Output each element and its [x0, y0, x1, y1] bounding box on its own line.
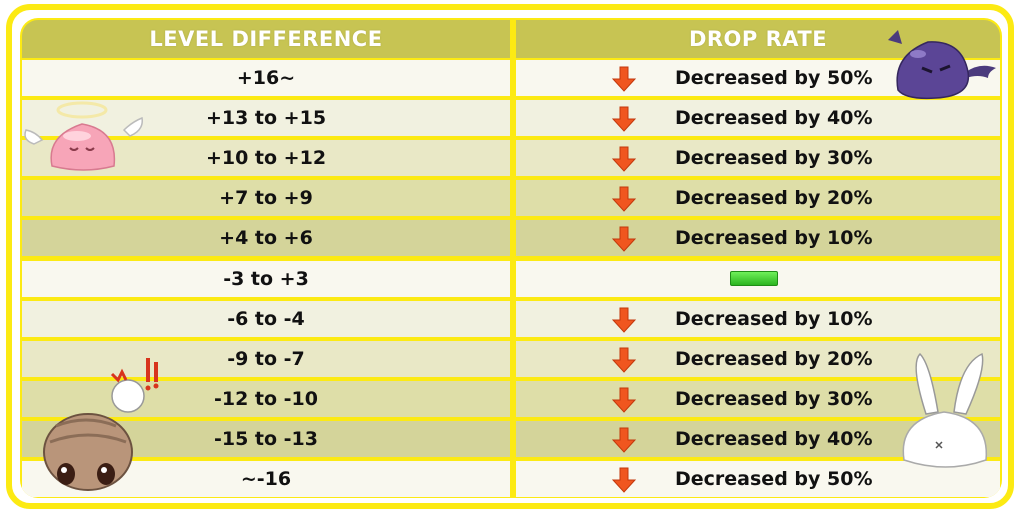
drop-rate-text: Decreased by 10% [675, 308, 873, 330]
down-arrow-icon [612, 347, 636, 373]
drop-rate-cell: Decreased by 20% [516, 180, 1000, 216]
down-arrow-icon [612, 146, 636, 172]
drop-rate-text: Decreased by 10% [675, 227, 873, 249]
drop-rate-cell: Decreased by 40% [516, 100, 1000, 136]
drop-rate-text: Decreased by 40% [675, 428, 873, 450]
level-difference-cell: +7 to +9 [22, 180, 510, 216]
angel-poring-icon [24, 101, 143, 171]
drop-rate-header: DROP RATE [516, 20, 1000, 58]
drop-rate-text: Decreased by 20% [675, 187, 873, 209]
drop-rate-cell: Decreased by 30% [516, 140, 1000, 176]
deviling-icon [888, 30, 996, 100]
peco-bug-icon [43, 413, 133, 491]
level-difference-cell: -3 to +3 [22, 261, 510, 297]
level-difference-cell: +16~ [22, 60, 510, 96]
down-arrow-icon [612, 307, 636, 333]
down-arrow-icon [612, 226, 636, 252]
drop-rate-table: LEVEL DIFFERENCE DROP RATE +16~ Decreased… [20, 18, 1002, 498]
drop-rate-cell: Decreased by 50% [516, 461, 1000, 497]
lunatic-icon [902, 352, 988, 468]
level-difference-cell: -9 to -7 [22, 341, 510, 377]
drop-rate-cell: Decreased by 10% [516, 220, 1000, 256]
drop-rate-text: Decreased by 50% [675, 67, 873, 89]
drop-rate-cell: Decreased by 10% [516, 301, 1000, 337]
level-difference-cell: +4 to +6 [22, 220, 510, 256]
down-arrow-icon [612, 427, 636, 453]
level-difference-cell: -6 to -4 [22, 301, 510, 337]
level-difference-header: LEVEL DIFFERENCE [22, 20, 510, 58]
exclamation-icon [110, 358, 159, 413]
down-arrow-icon [612, 387, 636, 413]
level-difference-cell: -12 to -10 [22, 381, 510, 417]
down-arrow-icon [612, 106, 636, 132]
green-bar-icon [730, 271, 778, 286]
drop-rate-text: Decreased by 40% [675, 107, 873, 129]
drop-rate-text: Decreased by 30% [675, 147, 873, 169]
drop-rate-cell [516, 261, 1000, 297]
level-difference-cell: +13 to +15 [22, 100, 510, 136]
down-arrow-icon [612, 467, 636, 493]
drop-rate-text: Decreased by 50% [675, 468, 873, 490]
down-arrow-icon [612, 66, 636, 92]
drop-rate-text: Decreased by 30% [675, 388, 873, 410]
down-arrow-icon [612, 186, 636, 212]
drop-rate-text: Decreased by 20% [675, 348, 873, 370]
